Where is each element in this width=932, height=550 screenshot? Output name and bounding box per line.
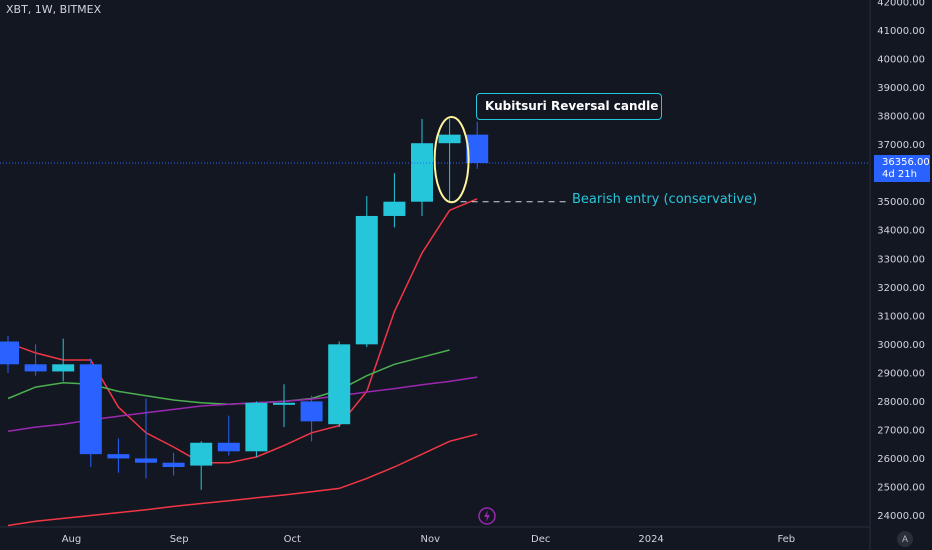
kubitsuri-callout[interactable]: Kubitsuri Reversal candle: [476, 93, 662, 120]
price-tick-label: 37000.00: [877, 140, 925, 151]
price-tick-label: 35000.00: [877, 197, 925, 208]
price-tick-label: 42000.00: [877, 0, 925, 9]
current-price-badge: 36356.00 4d 21h: [874, 155, 930, 182]
time-tick-label: Oct: [284, 534, 301, 545]
candle: [162, 452, 185, 476]
candle: [107, 438, 130, 473]
time-axis[interactable]: Aug Sep Oct Nov Dec 2024 Feb: [62, 534, 795, 545]
price-tick-label: 28000.00: [877, 397, 925, 408]
candle-body: [328, 344, 351, 425]
candle-body: [79, 364, 102, 455]
current-price-value: 36356.00: [882, 157, 930, 168]
price-tick-label: 26000.00: [877, 454, 925, 465]
price-tick-label: 30000.00: [877, 340, 925, 351]
time-tick-label: 2024: [638, 534, 663, 545]
price-tick-label: 41000.00: [877, 26, 925, 37]
candle: [273, 384, 295, 428]
candle: [355, 195, 378, 348]
time-tick-label: Sep: [170, 534, 189, 545]
ema-red-fast-line: [7, 198, 478, 464]
time-tick-label: Nov: [421, 534, 441, 545]
candle-body: [135, 458, 157, 463]
candle: [300, 395, 323, 442]
candle-body: [355, 215, 378, 345]
candle: [135, 398, 157, 479]
candle-body: [24, 364, 47, 372]
price-tick-label: 33000.00: [877, 254, 925, 265]
bearish-entry-label[interactable]: Bearish entry (conservative): [572, 192, 758, 207]
candle: [79, 358, 102, 468]
ema-red-slow-line: [7, 433, 478, 527]
candle: [411, 118, 433, 216]
price-tick-label: 40000.00: [877, 55, 925, 66]
candle-body: [411, 143, 433, 202]
candle: [466, 121, 489, 169]
candle: [383, 173, 406, 228]
candles: [0, 118, 489, 490]
price-tick-label: 34000.00: [877, 226, 925, 237]
time-tick-label: Feb: [777, 534, 795, 545]
price-tick-label: 38000.00: [877, 112, 925, 123]
candle: [52, 338, 75, 382]
candle-body: [190, 442, 213, 466]
candle: [217, 415, 240, 456]
reversal-highlight-ellipse: [433, 115, 470, 204]
candle: [24, 344, 47, 376]
candle-body: [273, 402, 295, 405]
annotations-layer: [0, 115, 870, 204]
price-tick-label: 25000.00: [877, 482, 925, 493]
time-tick-label: Aug: [62, 534, 82, 545]
price-tick-label: 27000.00: [877, 425, 925, 436]
price-tick-label: 31000.00: [877, 311, 925, 322]
candle: [438, 118, 461, 202]
price-tick-label: 39000.00: [877, 83, 925, 94]
candle-body: [217, 442, 240, 452]
lightning-bolt-icon[interactable]: [478, 507, 496, 525]
auto-scale-button[interactable]: A: [897, 531, 913, 547]
price-tick-label: 24000.00: [877, 511, 925, 522]
candle-body: [162, 462, 185, 468]
price-tick-label: 32000.00: [877, 283, 925, 294]
candle-body: [438, 134, 461, 144]
candle-body: [52, 364, 75, 372]
candle-body: [383, 201, 406, 216]
candle: [190, 441, 213, 490]
candle: [328, 341, 351, 428]
candle: [0, 335, 19, 373]
symbol-title[interactable]: XBT, 1W, BITMEX: [6, 3, 102, 16]
candle-body: [300, 401, 323, 422]
candle-body: [0, 341, 19, 365]
bar-countdown: 4d 21h: [882, 169, 917, 180]
candle-body: [245, 402, 268, 452]
candle-body: [466, 134, 489, 164]
candle-body: [107, 454, 130, 459]
time-tick-label: Dec: [531, 534, 550, 545]
candle: [245, 401, 268, 458]
price-tick-label: 29000.00: [877, 368, 925, 379]
